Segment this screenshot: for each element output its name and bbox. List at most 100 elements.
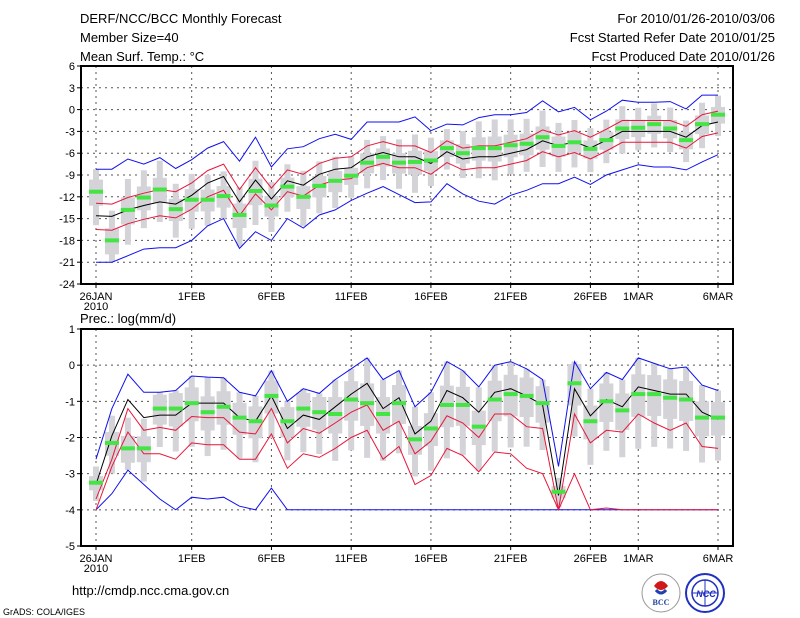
max-line <box>95 357 719 467</box>
year-label: 2010 <box>84 301 108 313</box>
marker-bar <box>583 419 598 424</box>
member-size: Member Size=40 <box>80 30 179 45</box>
marker-bar <box>120 207 135 212</box>
marker-bar <box>344 173 359 178</box>
ensemble-mean-line <box>95 382 719 496</box>
marker-bar <box>232 415 247 420</box>
marker-bar <box>216 194 231 199</box>
marker-bar <box>184 197 199 202</box>
marker-bar <box>344 397 359 402</box>
forecast-period: For 2010/01/26-2010/03/06 <box>617 11 775 26</box>
marker-bar <box>679 397 694 402</box>
marker-bar <box>615 126 630 131</box>
marker-bar <box>89 189 103 194</box>
y-tick-label: 0 <box>69 105 75 117</box>
ncc-logo-text: NCC <box>696 589 716 599</box>
y-tick-label: -1 <box>65 396 75 408</box>
temperature-panel: 6 3 0 -3 -6 -9 -12 -15 -18 -21 -24 26JAN 1FEB 6FEB 11F… <box>59 61 734 313</box>
grads-credit: GrADS: COLA/IGES <box>3 607 85 617</box>
marker-bar <box>104 238 119 243</box>
marker-bar <box>711 415 725 420</box>
marker-bar <box>360 160 375 165</box>
marker-bar <box>376 154 391 159</box>
x-tick-label: 11FEB <box>335 553 368 565</box>
marker-bar <box>120 446 135 451</box>
marker-bar <box>647 392 662 397</box>
marker-bar <box>296 406 311 411</box>
x-tick-label: 11FEB <box>335 291 368 303</box>
chart-title: DERF/NCC/BCC Monthly Forecast <box>80 11 282 26</box>
marker-bar <box>439 402 454 407</box>
marker-bar <box>423 426 438 431</box>
marker-bar <box>312 410 327 415</box>
x-tick-label: 1MAR <box>623 291 654 303</box>
y-tick-label: 6 <box>69 61 75 73</box>
marker-bar <box>503 392 518 397</box>
y-tick-label: -2 <box>65 433 75 445</box>
x-tick-label: 21FEB <box>494 553 528 565</box>
marker-bar <box>551 143 566 148</box>
minus-sd-line <box>95 132 719 231</box>
minus-sd-line <box>95 429 718 512</box>
marker-bar <box>663 395 678 400</box>
marker-bar <box>392 160 407 165</box>
plot-frame <box>80 65 734 285</box>
marker-bar <box>328 411 343 416</box>
source-url[interactable]: http://cmdp.ncc.cma.gov.cn <box>72 583 229 598</box>
marker-bar <box>360 401 375 406</box>
marker-bar <box>168 406 183 411</box>
marker-bar <box>455 402 470 407</box>
x-tick-label: 6FEB <box>258 291 286 303</box>
x-tick-label: 26FEB <box>574 553 608 565</box>
marker-bar <box>711 112 725 117</box>
marker-bar <box>599 138 614 143</box>
marker-bar <box>583 146 598 151</box>
bcc-logo-text: BCC <box>653 598 670 607</box>
x-tick-label: 26JAN <box>79 553 112 565</box>
marker-bar <box>232 212 247 217</box>
marker-bar <box>280 419 295 424</box>
marker-bar <box>104 440 119 445</box>
y-tick-label: -3 <box>65 469 75 481</box>
y-tick-label: -18 <box>59 235 75 247</box>
marker-bar <box>152 406 167 411</box>
marker-bar <box>695 122 710 127</box>
marker-bar <box>328 178 343 183</box>
x-tick-label: 1FEB <box>178 553 206 565</box>
marker-bar <box>312 183 327 188</box>
y-tick-label: -6 <box>65 148 75 160</box>
marker-bar <box>535 135 550 140</box>
marker-bar <box>392 401 407 406</box>
precip-title: Prec.: log(mm/d) <box>80 311 176 326</box>
x-tick-label: 6MAR <box>703 291 734 303</box>
marker-bar <box>631 125 646 130</box>
plus-sd-line <box>95 110 719 205</box>
marker-bar <box>136 446 151 451</box>
marker-bar <box>695 415 710 420</box>
marker-bar <box>503 143 518 148</box>
marker-bar <box>423 158 438 163</box>
marker-bar <box>615 408 630 413</box>
y-tick-label: -9 <box>65 170 75 182</box>
x-tick-label: 21FEB <box>494 291 528 303</box>
x-tick-label: 26FEB <box>574 291 608 303</box>
marker-bar <box>216 404 231 409</box>
y-tick-label: 1 <box>69 324 75 336</box>
x-tick-label: 6MAR <box>703 553 734 565</box>
max-line <box>96 94 718 170</box>
y-tick-label: -5 <box>65 541 75 553</box>
marker-bar <box>200 410 215 415</box>
x-tick-label: 16FEB <box>414 291 448 303</box>
y-tick-label: 0 <box>69 360 75 372</box>
marker-bar <box>200 197 215 202</box>
marker-bar <box>264 203 279 208</box>
x-tick-label: 6FEB <box>258 553 286 565</box>
marker-bar <box>455 151 470 156</box>
marker-bar <box>663 126 678 131</box>
y-tick-label: -12 <box>59 192 75 204</box>
marker-bar <box>376 411 391 416</box>
y-tick-label: -21 <box>59 257 75 269</box>
marker-bar <box>647 122 662 127</box>
bcc-logo: BCC <box>641 573 681 613</box>
min-line <box>96 154 719 263</box>
